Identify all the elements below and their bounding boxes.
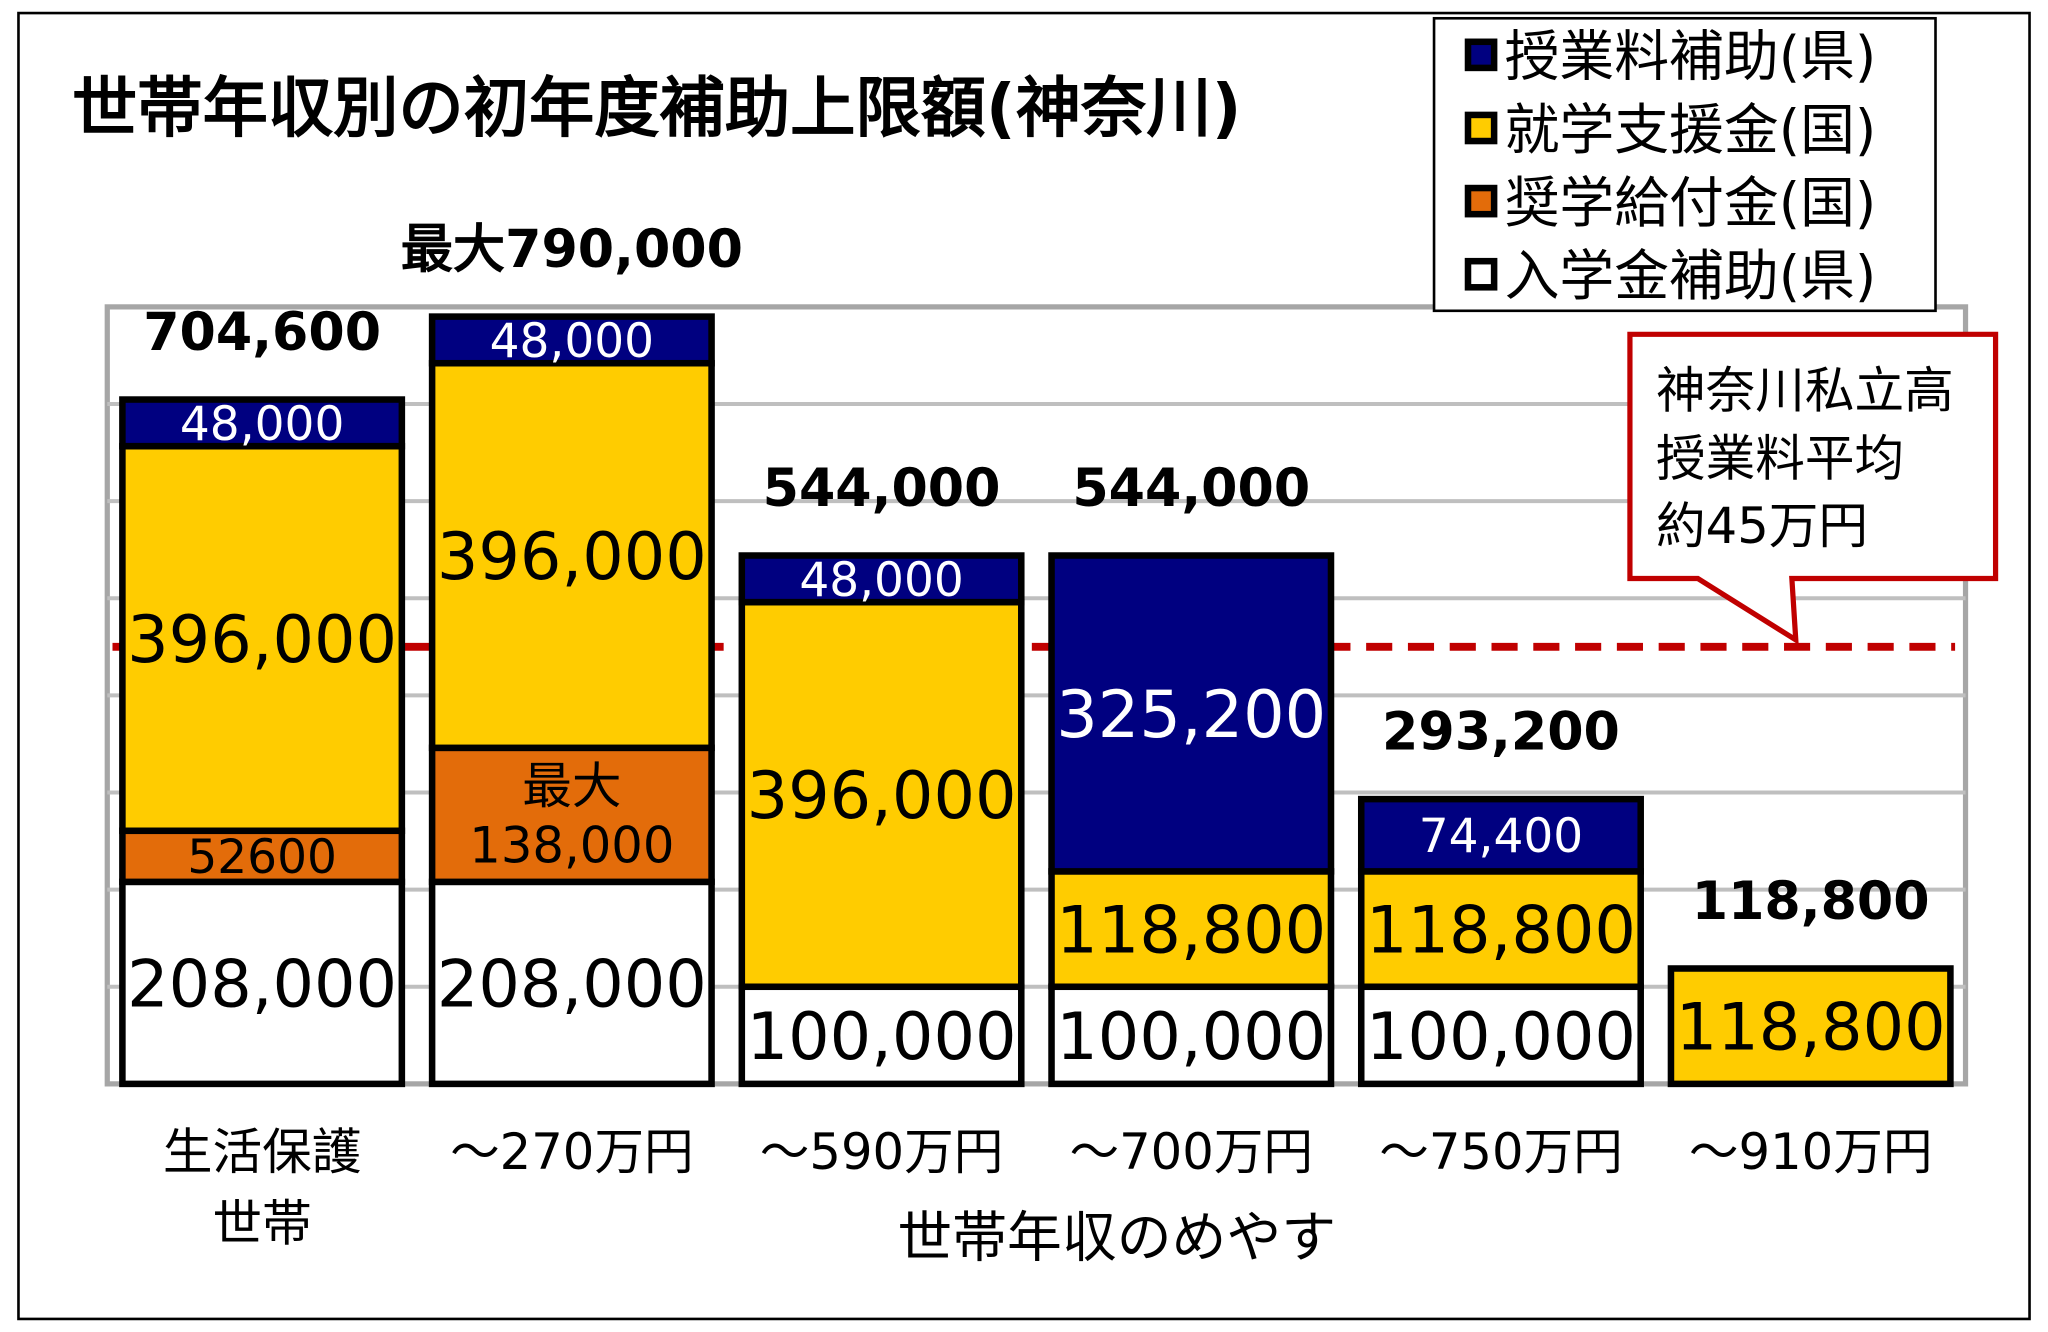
data-label: 100,000 xyxy=(747,999,1017,1075)
data-label: 138,000 xyxy=(469,816,674,874)
bar-segment xyxy=(119,442,406,835)
bar-segment xyxy=(428,744,715,886)
total-label: 最大790,000 xyxy=(401,220,743,280)
data-label: 208,000 xyxy=(127,946,397,1022)
data-label: 118,800 xyxy=(1056,893,1326,969)
bar-segment xyxy=(119,396,406,450)
bar-segment xyxy=(1048,983,1335,1088)
data-label: 118,800 xyxy=(1366,893,1636,969)
chart-title: 世帯年収別の初年度補助上限額(神奈川) xyxy=(72,71,1241,147)
x-tick-label: 世帯 xyxy=(213,1195,312,1253)
x-tick-label: ～910万円 xyxy=(1689,1123,1933,1181)
data-label: 396,000 xyxy=(437,519,707,595)
legend: 授業料補助(県) 就学支援金(国) 奨学給付金(国) 入学金補助(県) xyxy=(1432,16,1937,313)
data-label: 最大 xyxy=(522,757,621,815)
total-label: 293,200 xyxy=(1382,702,1620,762)
bar-segment xyxy=(1048,868,1335,991)
data-label: 396,000 xyxy=(127,602,397,678)
legend-swatch xyxy=(1464,184,1498,218)
legend-box xyxy=(1432,16,1937,313)
x-tick-label: ～590万円 xyxy=(760,1123,1004,1181)
callout-text: 授業料平均 xyxy=(1656,429,1904,487)
total-label: 544,000 xyxy=(763,459,1001,519)
data-label: 48,000 xyxy=(180,397,344,452)
data-label: 325,200 xyxy=(1056,677,1326,753)
data-label: 396,000 xyxy=(747,758,1017,834)
bar-segment xyxy=(119,827,406,886)
x-axis-title: 世帯年収のめやす xyxy=(897,1205,1336,1269)
bar-segment xyxy=(1667,965,1954,1088)
legend-label: 奨学給付金(国) xyxy=(1505,171,1877,235)
data-label: 100,000 xyxy=(1056,999,1326,1075)
data-label: 74,400 xyxy=(1419,809,1583,864)
x-tick-label: ～700万円 xyxy=(1069,1123,1313,1181)
legend-label: 授業料補助(県) xyxy=(1505,25,1877,89)
callout-text: 約45万円 xyxy=(1656,497,1868,555)
data-label: 48,000 xyxy=(799,553,963,608)
total-label: 544,000 xyxy=(1072,459,1310,519)
callout-box xyxy=(1627,331,1999,645)
bar-segment xyxy=(1048,552,1335,875)
data-label: 100,000 xyxy=(1366,999,1636,1075)
plot-area: 208,000 52600 396,000 48,000 704,600 208,000 最… xyxy=(104,220,1969,1088)
data-label: 208,000 xyxy=(437,946,707,1022)
bar-segment xyxy=(428,313,715,367)
x-tick-label: 生活保護 xyxy=(163,1123,361,1181)
total-label: 704,600 xyxy=(143,303,381,363)
bar-segment xyxy=(1357,795,1644,875)
data-label: 118,800 xyxy=(1676,990,1946,1066)
total-label: 118,800 xyxy=(1692,872,1930,932)
callout-text: 神奈川私立高 xyxy=(1656,361,1954,419)
bar-segment xyxy=(738,552,1025,606)
legend-swatch xyxy=(1464,257,1498,291)
legend-swatch xyxy=(1464,38,1498,72)
legend-label: 就学支援金(国) xyxy=(1505,98,1877,162)
data-label: 52600 xyxy=(187,830,337,885)
legend-label: 入学金補助(県) xyxy=(1505,244,1877,308)
bar-segment xyxy=(738,983,1025,1088)
bar-segment xyxy=(428,878,715,1088)
bar-segment xyxy=(738,598,1025,991)
x-tick-label: ～270万円 xyxy=(450,1123,694,1181)
legend-swatch xyxy=(1464,111,1498,145)
x-tick-label: ～750万円 xyxy=(1379,1123,1623,1181)
data-label: 48,000 xyxy=(490,314,654,369)
